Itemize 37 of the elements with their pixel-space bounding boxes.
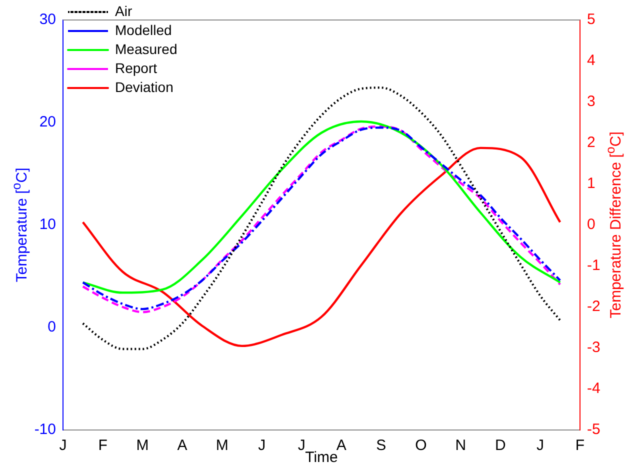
y-tick-label: 0 bbox=[48, 318, 56, 336]
x-tick-label: A bbox=[177, 437, 188, 454]
y-tick-label: 20 bbox=[39, 114, 56, 131]
x-tick-label: M bbox=[136, 437, 149, 454]
x-axis-title: Time bbox=[305, 449, 338, 466]
legend-label: Air bbox=[115, 2, 132, 19]
x-tick-label: O bbox=[415, 437, 427, 454]
x-tick-label: J bbox=[258, 437, 266, 454]
y-tick-label: 30 bbox=[39, 11, 56, 28]
y2-tick-label: -4 bbox=[587, 380, 600, 398]
x-tick-label: F bbox=[575, 437, 585, 454]
x-tick-label: A bbox=[336, 437, 346, 454]
legend-label: Measured bbox=[115, 40, 178, 57]
y2-tick-label: -3 bbox=[587, 339, 600, 356]
legend-label: Deviation bbox=[115, 78, 174, 95]
y2-tick-label: -1 bbox=[587, 257, 600, 274]
x-tick-label: M bbox=[216, 437, 228, 454]
x-tick-label: D bbox=[495, 437, 506, 454]
y2-tick-label: 2 bbox=[587, 134, 596, 152]
y-tick-label: -10 bbox=[34, 421, 56, 438]
legend-label: Report bbox=[115, 60, 158, 76]
y2-tick-label: 0 bbox=[587, 216, 596, 234]
legend-label: Modelled bbox=[115, 22, 172, 38]
y2-tick-label: 3 bbox=[587, 93, 596, 110]
y2-tick-label: 4 bbox=[587, 52, 596, 70]
x-tick-label: N bbox=[455, 437, 466, 454]
y2-tick-label: 5 bbox=[587, 11, 596, 28]
x-tick-label: S bbox=[376, 437, 386, 454]
x-tick-label: F bbox=[98, 437, 108, 454]
y2-tick-label: -2 bbox=[587, 298, 600, 316]
x-tick-label: J bbox=[536, 437, 544, 454]
y2-tick-label: -5 bbox=[587, 421, 600, 438]
line-series bbox=[82, 146, 562, 348]
x-tick-label: J bbox=[59, 437, 67, 454]
y2-tick-label: 1 bbox=[587, 175, 596, 192]
x-tick-label: J bbox=[298, 437, 306, 454]
y-tick-label: 10 bbox=[39, 216, 56, 234]
